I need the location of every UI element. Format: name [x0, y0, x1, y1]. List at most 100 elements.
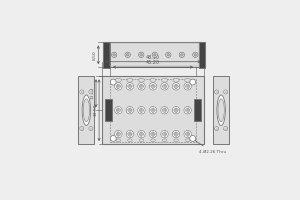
Ellipse shape — [83, 99, 89, 122]
Circle shape — [161, 107, 168, 114]
Bar — [105, 99, 112, 121]
Circle shape — [152, 52, 158, 57]
Circle shape — [126, 107, 134, 114]
Ellipse shape — [151, 139, 155, 142]
Circle shape — [166, 52, 171, 57]
Circle shape — [174, 108, 178, 112]
Circle shape — [126, 130, 134, 138]
Circle shape — [138, 83, 145, 90]
Circle shape — [112, 52, 117, 57]
Bar — [110, 43, 199, 66]
Text: 8.50: 8.50 — [93, 50, 97, 60]
Bar — [199, 42, 205, 68]
Circle shape — [126, 83, 134, 90]
Ellipse shape — [162, 139, 167, 142]
Circle shape — [115, 130, 122, 138]
Circle shape — [128, 84, 132, 88]
Circle shape — [116, 108, 120, 112]
Circle shape — [172, 130, 180, 138]
Circle shape — [151, 108, 155, 112]
Circle shape — [138, 107, 145, 114]
Circle shape — [186, 108, 190, 112]
Circle shape — [151, 84, 155, 88]
Circle shape — [140, 84, 143, 88]
Circle shape — [140, 132, 143, 136]
Circle shape — [149, 83, 157, 90]
Circle shape — [140, 108, 143, 112]
Ellipse shape — [218, 99, 224, 122]
Circle shape — [167, 53, 170, 56]
Circle shape — [149, 130, 157, 138]
Circle shape — [140, 53, 143, 56]
Bar — [103, 42, 205, 67]
Bar — [78, 76, 94, 144]
Circle shape — [214, 127, 219, 131]
Circle shape — [113, 53, 116, 56]
Circle shape — [110, 135, 116, 141]
Ellipse shape — [128, 139, 132, 142]
Ellipse shape — [162, 78, 167, 82]
Circle shape — [184, 130, 191, 138]
Circle shape — [115, 107, 122, 114]
Ellipse shape — [173, 78, 179, 82]
Circle shape — [184, 107, 191, 114]
Circle shape — [125, 52, 130, 57]
Circle shape — [139, 52, 144, 57]
Ellipse shape — [217, 95, 225, 125]
Circle shape — [194, 53, 197, 56]
Ellipse shape — [139, 139, 144, 142]
Circle shape — [179, 52, 184, 57]
Circle shape — [172, 107, 180, 114]
Circle shape — [186, 84, 190, 88]
Circle shape — [116, 132, 120, 136]
Circle shape — [214, 90, 219, 94]
Circle shape — [174, 132, 178, 136]
Text: 4-Ø2.26 Thru: 4-Ø2.26 Thru — [192, 139, 226, 154]
Text: 11.60: 11.60 — [91, 87, 95, 99]
Bar — [213, 76, 229, 144]
Circle shape — [149, 107, 157, 114]
Circle shape — [193, 52, 198, 57]
Circle shape — [163, 84, 167, 88]
Circle shape — [116, 84, 120, 88]
Circle shape — [80, 127, 84, 131]
Circle shape — [80, 90, 84, 94]
Circle shape — [151, 132, 155, 136]
Circle shape — [190, 79, 196, 85]
Circle shape — [89, 90, 93, 94]
Bar — [194, 99, 201, 121]
Circle shape — [110, 79, 116, 85]
Ellipse shape — [82, 95, 91, 125]
Circle shape — [186, 132, 190, 136]
Ellipse shape — [116, 78, 121, 82]
Circle shape — [190, 135, 196, 141]
Ellipse shape — [185, 139, 190, 142]
Bar — [110, 79, 196, 142]
Text: 13.50: 13.50 — [94, 104, 98, 116]
Text: 48.10: 48.10 — [146, 55, 160, 60]
Circle shape — [224, 127, 228, 131]
Circle shape — [126, 53, 129, 56]
Circle shape — [128, 132, 132, 136]
Ellipse shape — [116, 139, 121, 142]
Bar — [103, 42, 110, 68]
Ellipse shape — [150, 78, 156, 82]
Text: 45.20: 45.20 — [146, 60, 160, 65]
Ellipse shape — [127, 78, 133, 82]
Circle shape — [184, 83, 191, 90]
Circle shape — [89, 127, 93, 131]
Circle shape — [138, 130, 145, 138]
Circle shape — [180, 53, 183, 56]
Circle shape — [163, 132, 167, 136]
Bar — [102, 76, 204, 144]
Circle shape — [174, 84, 178, 88]
Ellipse shape — [185, 78, 191, 82]
Ellipse shape — [139, 78, 144, 82]
Ellipse shape — [174, 139, 178, 142]
Circle shape — [153, 53, 156, 56]
Circle shape — [161, 130, 168, 138]
Circle shape — [224, 90, 228, 94]
Circle shape — [172, 83, 180, 90]
Circle shape — [115, 83, 122, 90]
Circle shape — [128, 108, 132, 112]
